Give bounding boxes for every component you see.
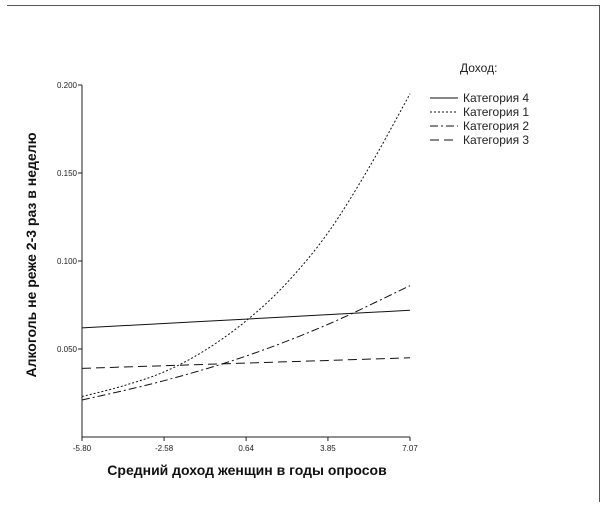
- legend-title: Доход:: [460, 61, 497, 75]
- legend-label: Категория 3: [463, 133, 529, 147]
- x-tick-label: 0.64: [238, 444, 254, 453]
- x-tick-label: -5.80: [73, 444, 92, 453]
- chart-axes: 0.050 0.100 0.150 0.200 -5.80 -2.58 0.64 3.85 7.…: [57, 81, 418, 453]
- series-line-2: [81, 93, 411, 398]
- series-line-3: [81, 285, 411, 401]
- legend-label: Категория 2: [463, 119, 529, 133]
- x-tick-label: 3.85: [320, 444, 336, 453]
- series-line-1: [81, 309, 411, 329]
- x-axis-title: Средний доход женщин в годы опросов: [107, 462, 387, 478]
- y-tick-label: 0.100: [57, 257, 78, 266]
- plot-area: [81, 93, 411, 401]
- legend-label: Категория 1: [463, 105, 529, 119]
- series-line-4: [81, 357, 411, 369]
- chart-frame: [7, 5, 600, 502]
- y-axis-title: Алкоголь не реже 2-3 раз в неделю: [23, 132, 39, 377]
- x-tick-label: -2.58: [155, 444, 174, 453]
- y-tick-label: 0.050: [57, 345, 78, 354]
- legend-label: Категория 4: [463, 91, 529, 105]
- y-tick-label: 0.150: [57, 169, 78, 178]
- y-tick-label: 0.200: [57, 81, 78, 90]
- x-tick-label: 7.07: [402, 444, 418, 453]
